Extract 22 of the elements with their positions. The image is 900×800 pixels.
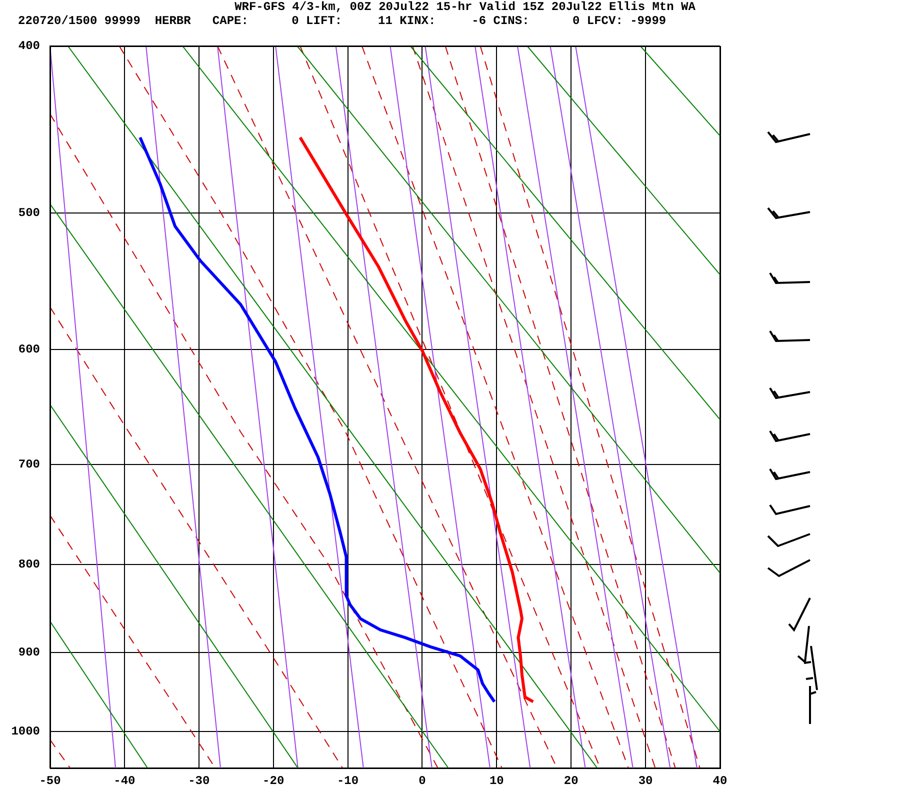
x-tick-label: 10 [489,774,504,788]
y-tick-label: 400 [18,39,40,54]
y-tick-label: 500 [18,206,40,220]
x-tick-label: 30 [638,774,653,788]
x-tick-label: -10 [336,774,359,788]
y-tick-label: 600 [18,342,40,356]
x-tick-label: -30 [188,774,210,788]
x-tick-label: 40 [712,774,728,788]
y-tick-label: 1000 [11,724,40,739]
x-tick-label: -20 [262,774,284,788]
chart-title: WRF-GFS 4/3-km, 00Z 20Jul22 15-hr Valid 15Z 20Jul22 Ellis Mtn WA [234,0,696,14]
y-tick-label: 800 [18,558,40,572]
y-tick-label: 900 [18,646,40,660]
x-tick-label: 20 [564,774,578,788]
line-series [50,113,438,768]
line-series [118,46,502,768]
line-series [50,306,344,768]
x-tick-label: 0 [418,774,426,788]
x-tick-label: -40 [114,774,136,788]
chart-subtitle: 220720/1500 99999 HERBR CAPE: 0 LIFT: 11 KINX: -6 CINS: 0 LFCV: -9999 [18,14,666,28]
x-tick-label: -50 [39,774,61,788]
y-tick-label: 700 [18,458,40,472]
